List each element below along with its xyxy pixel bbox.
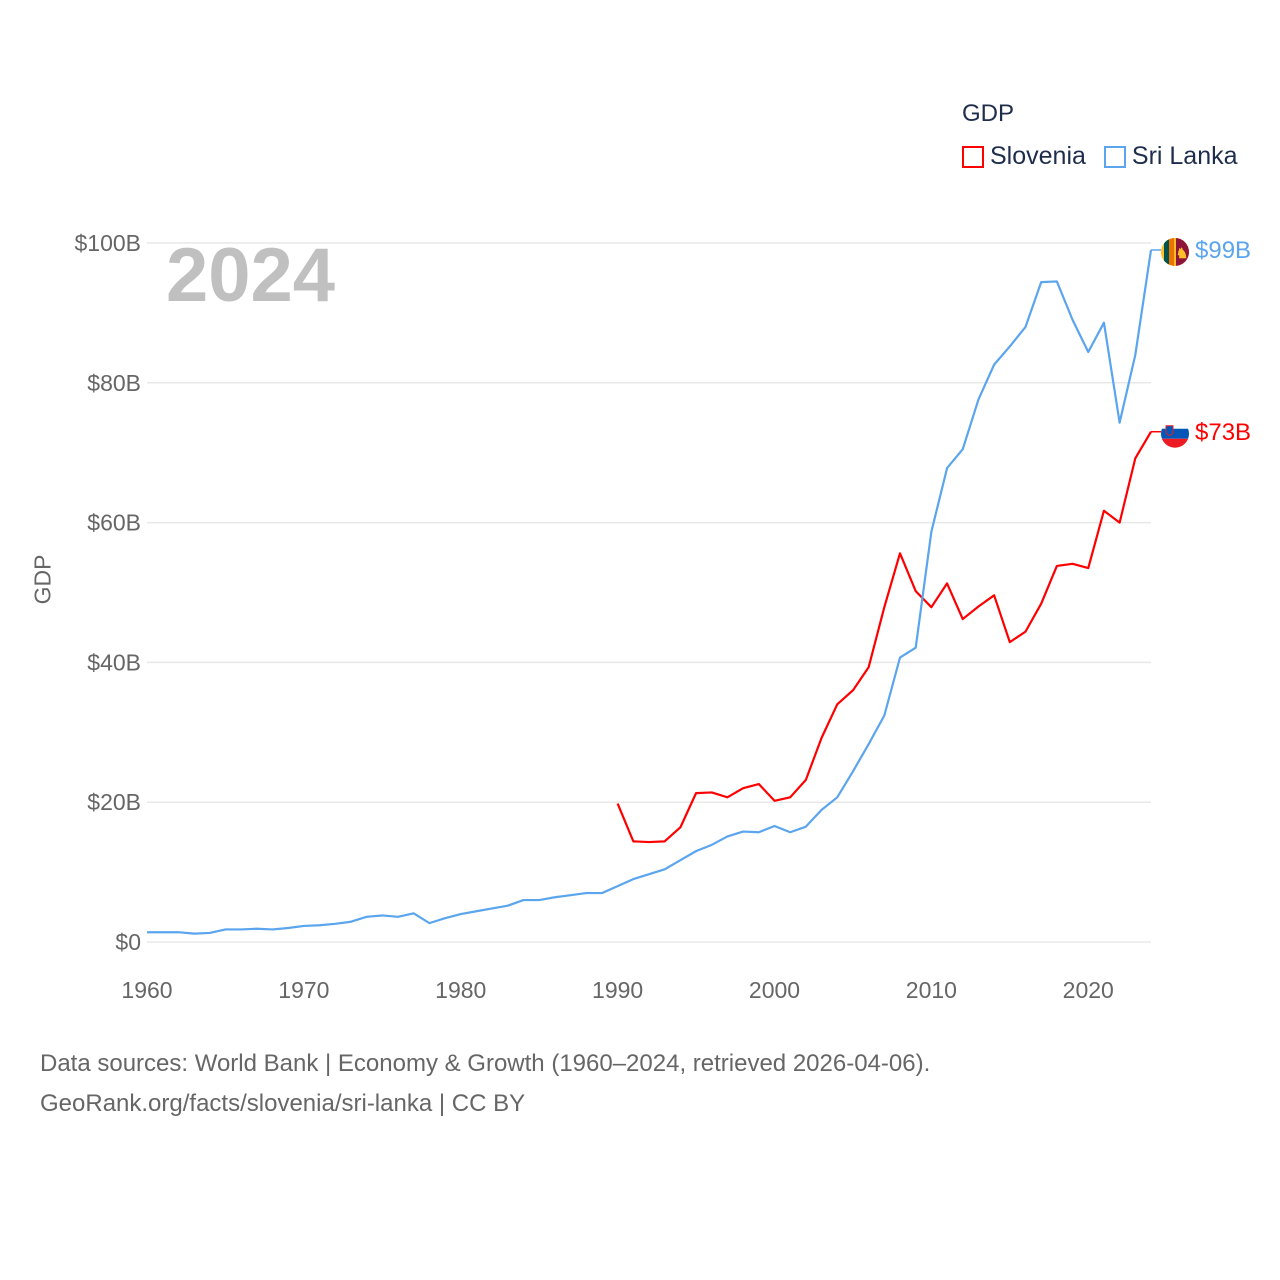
flag-stripe — [1161, 419, 1189, 430]
flag-stripe — [1176, 237, 1189, 266]
end-label-sri-lanka: $99B — [1195, 236, 1252, 264]
x-tick-label: 1990 — [592, 977, 643, 1003]
legend-swatch-slovenia — [962, 145, 984, 168]
legend-label-slovenia: Slovenia — [990, 142, 1086, 170]
flag-stripe — [1174, 237, 1176, 266]
legend-swatch-sri-lanka — [1103, 145, 1126, 168]
legend-title: GDP — [962, 100, 1015, 127]
y-tick-label: $100B — [74, 230, 141, 256]
end-label-slovenia: $73B — [1195, 418, 1252, 446]
legend: Slovenia Sri Lanka — [962, 142, 1238, 171]
x-tick-label: 2010 — [906, 977, 957, 1003]
x-tick-label: 1970 — [278, 977, 329, 1003]
y-tick-label: $20B — [87, 789, 141, 815]
y-tick-label: $40B — [87, 649, 141, 675]
year-display: 2024 — [166, 233, 336, 318]
legend-item-slovenia[interactable]: Slovenia — [962, 142, 1086, 171]
y-tick-label: $0 — [115, 929, 141, 955]
data-source-text: Data sources: World Bank | Economy & Gro… — [40, 1050, 931, 1077]
y-tick-label: $60B — [87, 510, 141, 536]
x-tick-label: 2000 — [749, 977, 800, 1003]
footer: Data sources: World Bank | Economy & Gro… — [40, 1044, 930, 1124]
slovenia-flag-icon — [1161, 419, 1189, 448]
y-axis-label: GDP — [29, 554, 56, 605]
flag-shield — [1165, 425, 1174, 436]
flag-stripe — [1164, 237, 1169, 266]
y-tick-label: $80B — [87, 370, 141, 396]
legend-label-sri-lanka: Sri Lanka — [1131, 142, 1238, 170]
x-tick-label: 1960 — [121, 977, 172, 1003]
flag-stripe — [1161, 438, 1189, 448]
flag-stripe — [1161, 428, 1189, 439]
legend-item-sri-lanka[interactable]: Sri Lanka — [1103, 142, 1238, 171]
x-tick-label: 2020 — [1063, 977, 1114, 1003]
flag-lion: ♞ — [1176, 245, 1189, 261]
sri-lanka-flag-icon: ♞ — [1161, 237, 1189, 266]
flag-stripe — [1169, 237, 1174, 266]
attribution-link[interactable]: GeoRank.org/facts/slovenia/sri-lanka | C… — [40, 1090, 526, 1117]
x-tick-label: 1980 — [435, 977, 486, 1003]
series-line-slovenia — [616, 431, 1152, 844]
series-line-sri-lanka — [147, 249, 1153, 935]
